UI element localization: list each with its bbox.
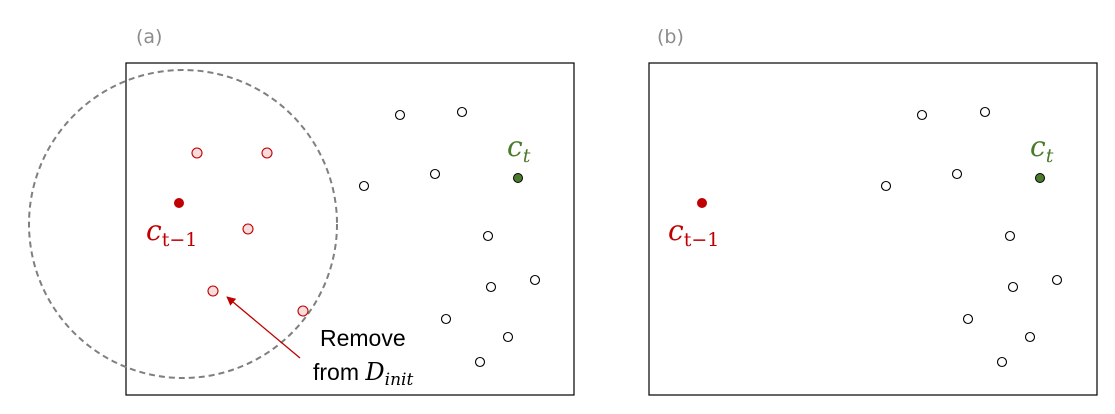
remove-note-line2: from Dinit [313, 358, 413, 390]
data-point [962, 313, 974, 325]
current-center-label: ct [507, 130, 531, 167]
current-center-label: ct [1030, 130, 1054, 167]
previous-center-point [697, 198, 707, 208]
data-point [502, 331, 514, 343]
data-point [1004, 230, 1016, 242]
data-point [482, 230, 494, 242]
data-point [429, 168, 441, 180]
removed-point [242, 223, 254, 235]
panel-b-label: (b) [657, 26, 684, 48]
previous-center-point [174, 198, 184, 208]
data-point [1007, 281, 1019, 293]
removed-point [191, 147, 203, 159]
panel-a-frame [125, 62, 575, 396]
data-point [951, 168, 963, 180]
panel-b-frame [648, 62, 1098, 396]
data-point [440, 313, 452, 325]
removed-point [261, 147, 273, 159]
remove-note-line1: Remove [320, 325, 406, 351]
previous-center-label: ct−1 [146, 214, 197, 251]
removal-radius-circle [28, 69, 338, 379]
current-center-point [1035, 173, 1045, 183]
data-point [394, 109, 406, 121]
data-point [1051, 274, 1063, 286]
panel-b: (b) ct−1 ct [648, 26, 1098, 396]
removed-point [207, 285, 219, 297]
data-point [996, 356, 1008, 368]
removed-point [297, 305, 309, 317]
panel-a: (a) ct−1 ct Remove [28, 26, 575, 396]
remove-arrow [226, 296, 301, 359]
data-point [529, 274, 541, 286]
data-point [474, 356, 486, 368]
current-center-point [513, 173, 523, 183]
data-point [979, 106, 991, 118]
data-point [880, 180, 892, 192]
data-point [1024, 331, 1036, 343]
previous-center-label: ct−1 [668, 214, 719, 251]
data-point [456, 106, 468, 118]
data-point [358, 180, 370, 192]
data-point [916, 109, 928, 121]
data-point [485, 281, 497, 293]
panel-a-label: (a) [136, 26, 162, 48]
